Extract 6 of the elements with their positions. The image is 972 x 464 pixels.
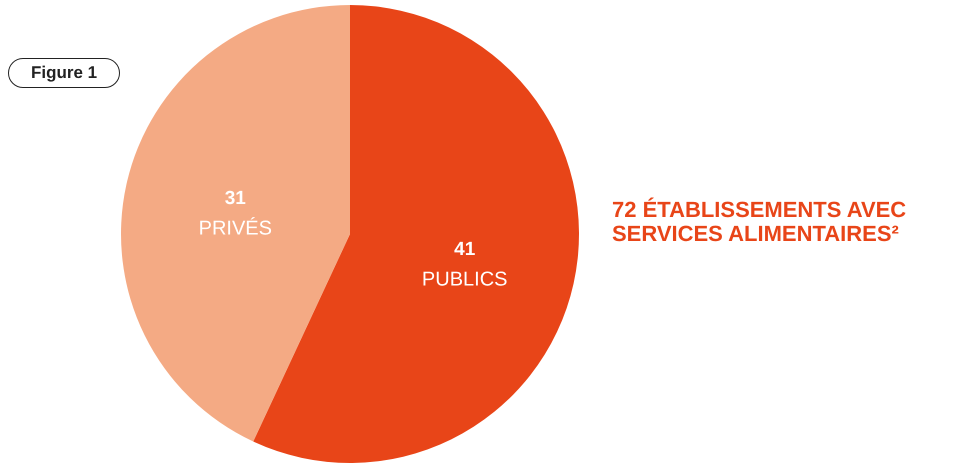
text: 72 ÉTABLISSEMENTS AVEC SERVICES ALIMENTAIRES² — [612, 197, 908, 246]
data-label: 31 — [224, 188, 246, 210]
data-label: 41 — [454, 238, 476, 260]
slice-label: PRIVÉS — [198, 216, 272, 240]
caption: Figure 1 — [8, 58, 120, 88]
slice-label: PUBLICS — [422, 268, 508, 290]
